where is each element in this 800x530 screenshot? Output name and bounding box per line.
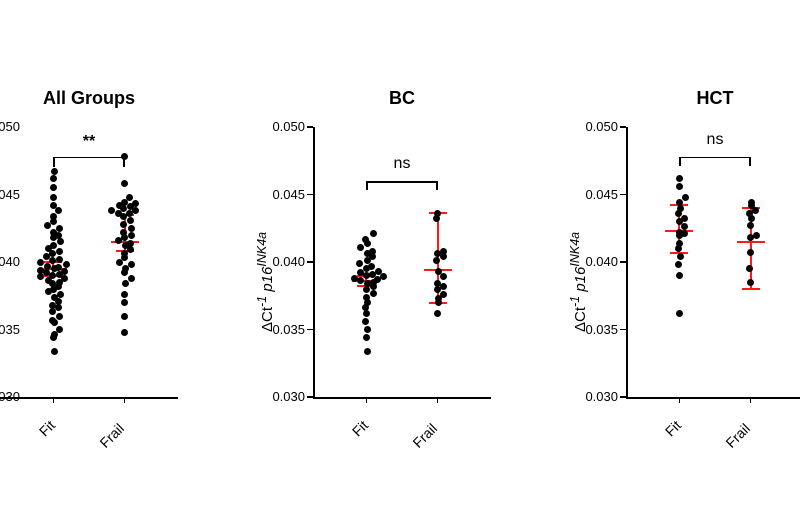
data-point — [676, 310, 683, 317]
ytick-label: 0.045 — [570, 187, 618, 202]
data-point — [676, 199, 683, 206]
data-point — [676, 272, 683, 279]
panel-title: HCT — [586, 88, 800, 109]
data-point — [682, 194, 689, 201]
data-point — [677, 253, 684, 260]
ytick-label: 0.050 — [570, 119, 618, 134]
ytick-label: 0.030 — [570, 389, 618, 404]
significance-label: ns — [695, 131, 735, 149]
panel-hct: HCT0.0300.0350.0400.0450.050ΔCt-1 p16INK… — [0, 0, 800, 530]
data-point — [676, 183, 683, 190]
data-point — [681, 215, 688, 222]
data-point — [676, 229, 683, 236]
data-point — [748, 199, 755, 206]
x-category-label: Frail — [722, 397, 776, 451]
x-category-label: Fit — [662, 386, 716, 440]
data-point — [676, 175, 683, 182]
data-point — [747, 279, 754, 286]
data-point — [753, 232, 760, 239]
data-point — [747, 222, 754, 229]
y-axis-label: ΔCt-1 p16INK4a — [568, 232, 589, 332]
data-point — [676, 240, 683, 247]
data-point — [746, 265, 753, 272]
data-point — [747, 249, 754, 256]
data-point — [675, 261, 682, 268]
